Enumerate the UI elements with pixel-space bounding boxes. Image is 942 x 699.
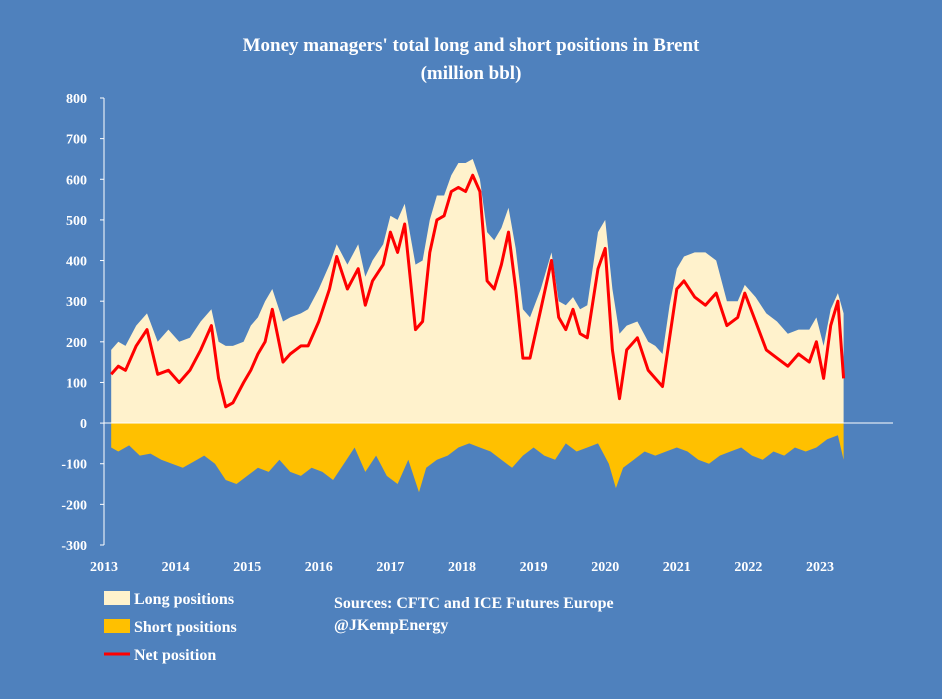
source-line-1: Sources: CFTC and ICE Futures Europe (334, 595, 614, 612)
x-tick-label: 2021 (663, 560, 691, 575)
y-tick-label: 0 (80, 417, 87, 432)
y-tick-label: 600 (66, 173, 87, 188)
y-tick-label: 100 (66, 376, 87, 391)
plot-area (110, 159, 846, 493)
x-tick-label: 2014 (162, 560, 190, 575)
x-tick-label: 2018 (448, 560, 476, 575)
y-tick-label: 800 (66, 92, 87, 107)
short-positions-area (111, 423, 844, 493)
x-tick-label: 2023 (806, 560, 834, 575)
source-note: Sources: CFTC and ICE Futures Europe @JK… (334, 595, 614, 634)
legend-label-short: Short positions (134, 619, 237, 636)
chart-title: Money managers' total long and short pos… (243, 35, 700, 56)
long-positions-area (111, 159, 844, 424)
x-tick-label: 2016 (305, 560, 333, 575)
y-tick-label: -300 (61, 539, 87, 554)
legend-label-net: Net position (134, 647, 216, 664)
legend-swatch-short (104, 619, 130, 633)
y-tick-label: 300 (66, 295, 87, 310)
y-ticks: 800 700 600 500 400 300 200 100 0 -100 -200 -300 (61, 92, 104, 554)
axes: 800 700 600 500 400 300 200 100 0 -100 -200 -300 20… (61, 92, 893, 575)
y-tick-label: 400 (66, 255, 87, 270)
x-tick-label: 2019 (520, 560, 548, 575)
x-tick-label: 2017 (376, 560, 404, 575)
legend: Long positions Short positions Net posit… (104, 591, 237, 664)
legend-label-long: Long positions (134, 591, 234, 608)
y-tick-label: 500 (66, 214, 87, 229)
x-tick-label: 2015 (233, 560, 261, 575)
x-tick-label: 2020 (591, 560, 619, 575)
chart-subtitle: (million bbl) (421, 63, 522, 84)
source-line-2: @JKempEnergy (334, 617, 448, 634)
net-position-line (110, 173, 846, 409)
y-tick-label: 700 (66, 133, 87, 148)
y-tick-label: -100 (61, 458, 87, 473)
x-tick-label: 2013 (90, 560, 118, 575)
legend-swatch-long (104, 591, 130, 605)
y-tick-label: -200 (61, 498, 87, 513)
x-ticks: 2013 2014 2015 2016 2017 2018 2019 2020 2021 2022… (90, 560, 834, 575)
y-tick-label: 200 (66, 336, 87, 351)
x-tick-label: 2022 (734, 560, 762, 575)
